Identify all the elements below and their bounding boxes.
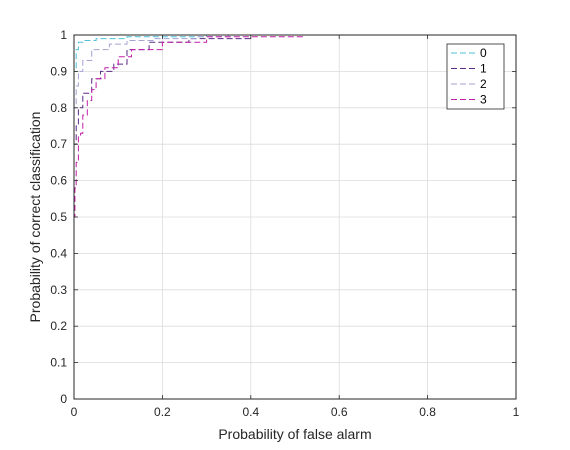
- series-layer: [73, 34, 516, 399]
- x-tick-label: 0.8: [419, 405, 436, 419]
- legend-box: [446, 43, 505, 110]
- y-tick-label: 0.1: [50, 356, 67, 370]
- series-line-1: [73, 34, 516, 399]
- y-tick-label: 0.2: [50, 319, 67, 333]
- legend-label-0: 0: [480, 46, 487, 60]
- x-axis-label: Probability of false alarm: [218, 426, 371, 442]
- tick-labels: 0 0.2 0.4 0.6 0.8 1 0 0.1 0.2 0.3 0.4 0.5 0.6 0.7 0.8 0…: [50, 28, 519, 419]
- x-tick-label: 1: [513, 405, 520, 419]
- y-tick-label: 0.3: [50, 283, 67, 297]
- series-line-3: [73, 34, 516, 399]
- y-tick-label: 0.6: [50, 174, 67, 188]
- legend-label-2: 2: [480, 77, 487, 91]
- y-tick-label: 0.8: [50, 101, 67, 115]
- legend: 0 12 3: [446, 43, 505, 110]
- x-tick-label: 0.4: [242, 405, 259, 419]
- y-tick-label: 1: [60, 28, 67, 42]
- y-tick-label: 0.4: [50, 246, 67, 260]
- y-tick-label: 0: [60, 392, 67, 406]
- x-tick-label: 0.6: [331, 405, 348, 419]
- x-tick-label: 0: [71, 405, 78, 419]
- series-line-0: [73, 34, 516, 399]
- y-axis-label: Probability of correct classification: [27, 112, 43, 323]
- legend-label-1: 1: [480, 62, 487, 76]
- y-tick-label: 0.7: [50, 137, 67, 151]
- ticks: [73, 34, 517, 400]
- series-line-2: [73, 34, 516, 399]
- y-tick-label: 0.9: [50, 64, 67, 78]
- legend-label-3: 3: [480, 93, 487, 107]
- y-tick-label: 0.5: [50, 210, 67, 224]
- x-tick-label: 0.2: [154, 405, 171, 419]
